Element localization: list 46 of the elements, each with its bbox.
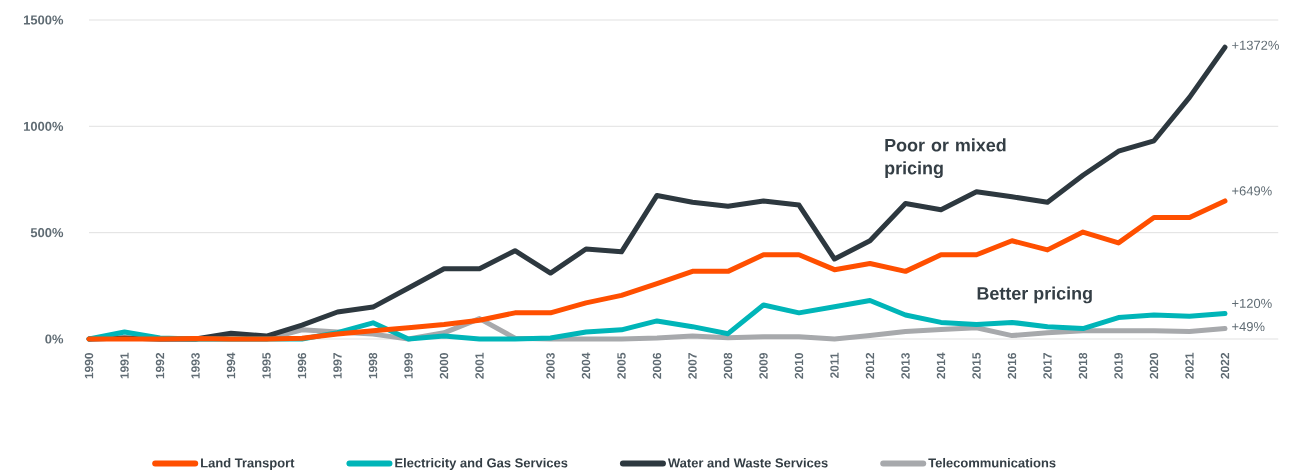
x-tick-label: 2012 [865,353,875,379]
data-label: +649% [1232,186,1272,196]
y-tick-label: 500% [30,228,64,238]
x-tick-label: 1999 [404,353,413,379]
x-tick-label: 2008 [723,352,733,379]
x-tick-label: 1998 [368,352,378,379]
x-tick-label: 1996 [297,353,307,379]
x-tick-label: 1994 [226,352,236,379]
x-tick-label: 2005 [617,352,626,379]
data-label: +120% [1232,298,1272,309]
x-tick-label: 2003 [546,353,555,379]
x-tick-label: 1992 [155,353,165,379]
legend-label: Telecommunications [928,458,1056,468]
x-tick-label: 2010 [794,353,804,379]
x-tick-label: 2014 [936,352,946,379]
x-tick-label: 2016 [1007,353,1017,379]
x-tick-label: 1990 [84,353,94,379]
annotation: Better pricing [977,286,1092,304]
x-tick-label: 2022 [1220,353,1230,379]
x-tick-label: 2020 [1149,353,1159,379]
annotation: Poor or mixed pricing [885,138,1006,179]
x-tick-label: 2000 [439,353,449,379]
x-tick-label: 2017 [1043,353,1052,379]
x-tick-label: 2013 [901,353,910,379]
legend-label: Electricity and Gas Services [395,458,568,471]
data-label: +1372% [1232,40,1279,50]
x-tick-label: 2018 [1078,352,1088,379]
y-tick-label: 1000% [23,121,64,131]
x-tick-label: 2007 [688,353,697,379]
legend-label: Land Transport [201,458,295,471]
x-tick-label: 2009 [759,353,768,379]
x-tick-label: 2011 [830,352,839,379]
x-tick-label: 2021 [1185,352,1194,379]
x-tick-label: 1993 [191,353,200,379]
x-tick-label: 2006 [652,353,662,379]
legend-label: Water and Waste Services [667,458,828,468]
data-label: +49% [1232,322,1265,332]
x-tick-label: 2015 [972,352,981,379]
x-tick-label: 1995 [262,352,271,379]
x-tick-label: 1997 [333,353,342,379]
x-tick-label: 2004 [581,352,591,379]
y-tick-label: 1500% [23,15,64,25]
x-tick-label: 1991 [120,352,129,379]
y-tick-label: 0% [45,334,64,344]
x-tick-label: 2001 [475,352,484,379]
x-tick-label: 2019 [1114,353,1123,379]
